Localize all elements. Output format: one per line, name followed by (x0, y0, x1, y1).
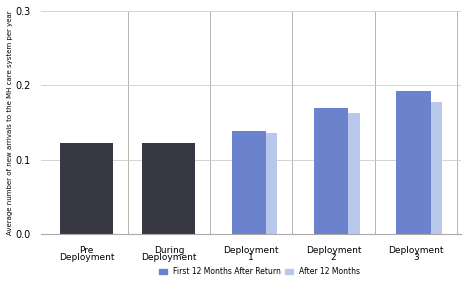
Bar (314, 108, 348, 234)
Bar (408, 102, 442, 234)
Text: Deployment: Deployment (141, 253, 197, 262)
Bar (396, 91, 431, 234)
Text: Deployment: Deployment (59, 253, 114, 262)
Text: Pre: Pre (80, 246, 94, 255)
Text: Deployment: Deployment (388, 246, 444, 255)
Bar (60, 143, 113, 234)
Legend: First 12 Months After Return, After 12 Months: First 12 Months After Return, After 12 M… (156, 264, 363, 279)
Y-axis label: Average number of new arrivals to the MH care system per year: Average number of new arrivals to the MH… (7, 10, 13, 235)
Text: 3: 3 (413, 253, 419, 262)
Text: 2: 2 (331, 253, 336, 262)
Bar (232, 131, 266, 234)
Text: Deployment: Deployment (306, 246, 361, 255)
Bar (243, 133, 277, 234)
Text: Deployment: Deployment (224, 246, 279, 255)
Text: 1: 1 (249, 253, 254, 262)
Bar (142, 143, 196, 234)
Bar (325, 113, 359, 234)
Text: During: During (154, 246, 184, 255)
